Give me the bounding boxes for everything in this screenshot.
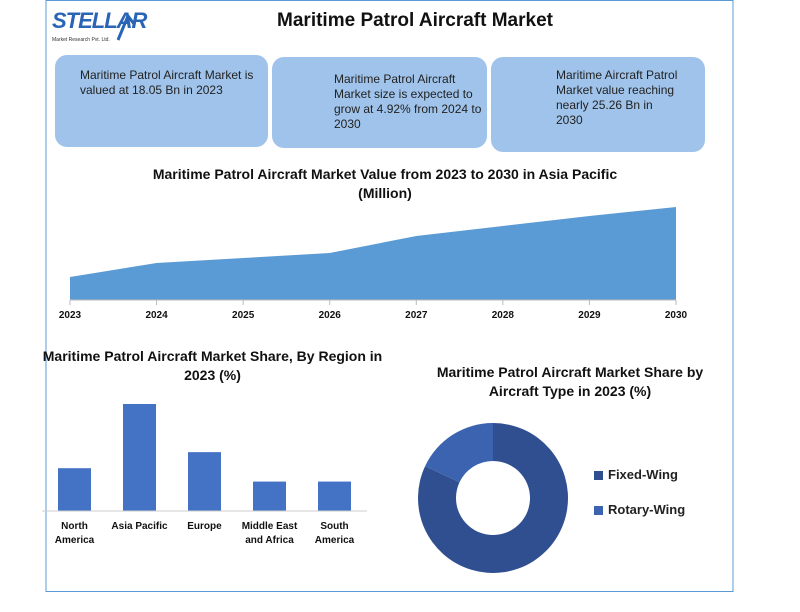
- x-tick-label: 2026: [318, 310, 341, 321]
- x-tick-label: 2025: [232, 310, 255, 321]
- donut-slice: [425, 423, 493, 483]
- bar: [188, 452, 221, 511]
- info-box: [272, 57, 487, 148]
- x-tick-label: Asia Pacific: [111, 521, 168, 532]
- info-box: [55, 55, 268, 147]
- x-tick-label: South America: [314, 521, 355, 546]
- x-tick-label: 2030: [664, 310, 688, 321]
- x-tick-label: 2023: [58, 310, 82, 321]
- donut-slice: [417, 423, 568, 573]
- area: [70, 207, 676, 300]
- chart-title: Maritime Patrol Aircraft Market Value fr…: [152, 166, 618, 201]
- frame: [45, 0, 734, 592]
- legend-label: Fixed-Wing: [608, 467, 678, 482]
- bar: [123, 404, 156, 511]
- legend-swatch: [594, 506, 603, 515]
- info-text: Maritime Patrol Aircraft Market is value…: [80, 68, 254, 97]
- x-tick-label: 2024: [145, 310, 168, 321]
- info-text: Maritime Aircraft Patrol Market value re…: [556, 68, 678, 127]
- logo-arrow: [116, 13, 136, 41]
- bar: [253, 481, 286, 511]
- x-tick-label: North America: [54, 521, 95, 546]
- info-box: [491, 57, 705, 152]
- page-title: Maritime Patrol Aircraft Market: [277, 10, 553, 31]
- x-tick-label: Middle East and Africa: [241, 521, 298, 546]
- x-tick-label: 2028: [491, 310, 514, 321]
- x-tick-label: Europe: [187, 521, 222, 532]
- chart-title: Maritime Patrol Aircraft Market Share, B…: [42, 348, 383, 383]
- x-tick-label: 2029: [578, 310, 601, 321]
- bar: [318, 481, 351, 511]
- chart-title: Maritime Patrol Aircraft Market Share by…: [436, 364, 704, 399]
- legend-swatch: [594, 471, 603, 480]
- x-tick-label: 2027: [405, 310, 428, 321]
- logo-tagline: Market Research Pvt. Ltd.: [52, 37, 110, 43]
- bar: [58, 468, 91, 511]
- logo: STELLAR: [52, 8, 147, 33]
- info-text: Maritime Patrol Aircraft Market size is …: [334, 72, 482, 131]
- legend-label: Rotary-Wing: [608, 502, 686, 517]
